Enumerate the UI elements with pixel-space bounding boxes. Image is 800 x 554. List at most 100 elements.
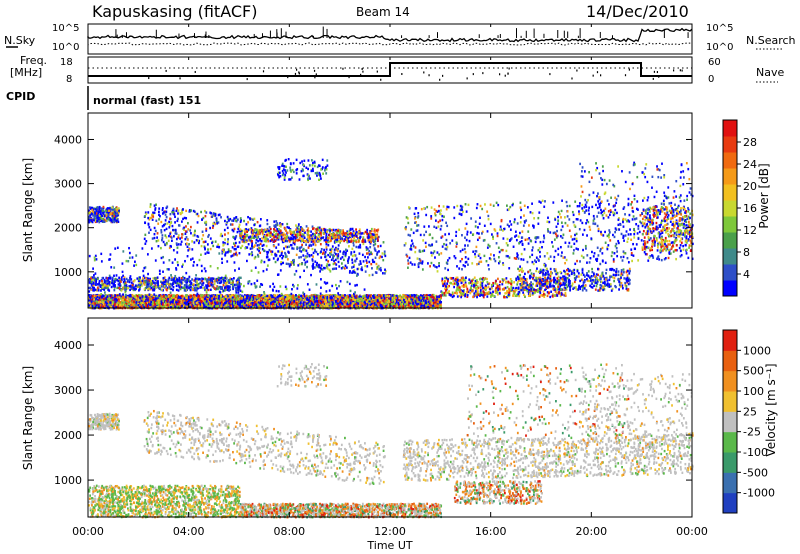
data-cell — [106, 303, 109, 306]
data-cell — [373, 260, 376, 264]
data-cell — [374, 240, 377, 243]
data-cell — [431, 303, 433, 307]
data-cell — [90, 212, 93, 215]
data-cell — [295, 238, 298, 242]
noise-sky-trace — [87, 26, 693, 46]
data-cell — [163, 228, 166, 232]
data-cell — [283, 226, 286, 230]
data-cell — [97, 211, 100, 215]
data-cell — [235, 251, 238, 254]
nave-dot — [679, 69, 681, 72]
data-cell — [223, 295, 226, 298]
data-cell — [198, 239, 201, 243]
data-cell — [353, 236, 355, 240]
freq-label-2: [MHz] — [10, 66, 42, 79]
data-cell — [207, 235, 210, 238]
data-cell — [308, 234, 311, 237]
data-cell — [150, 216, 153, 220]
data-cell — [286, 239, 289, 243]
data-cell — [374, 237, 377, 240]
data-cell — [311, 247, 314, 251]
nave-dot — [482, 72, 484, 75]
data-cell — [354, 232, 357, 235]
nave-dot — [298, 72, 300, 75]
data-cell — [242, 235, 244, 238]
data-cell — [242, 238, 245, 242]
data-cell — [281, 169, 284, 173]
data-cell — [157, 222, 160, 225]
data-cell — [287, 236, 290, 239]
data-cell — [286, 226, 289, 229]
data-cell — [302, 169, 305, 172]
data-cell — [349, 232, 352, 235]
nave-dot — [423, 71, 425, 74]
data-cell — [212, 224, 215, 228]
data-cell — [251, 234, 254, 237]
data-cell — [352, 270, 355, 273]
data-cell — [107, 298, 110, 302]
data-cell — [325, 233, 328, 236]
data-cell — [225, 223, 228, 226]
data-cell — [276, 236, 279, 239]
data-cell — [238, 225, 240, 229]
data-cell — [320, 168, 322, 171]
data-cell — [184, 232, 187, 236]
data-cell — [285, 237, 288, 240]
data-cell — [335, 267, 338, 270]
data-cell — [298, 230, 301, 234]
data-cell — [212, 213, 215, 216]
data-cell — [186, 238, 189, 241]
data-cell — [307, 177, 309, 180]
data-cell — [384, 268, 386, 271]
data-cell — [147, 223, 150, 226]
data-cell — [339, 238, 342, 241]
data-cell — [258, 249, 261, 253]
data-cell — [185, 236, 188, 239]
data-cell — [326, 230, 328, 233]
data-cell — [405, 296, 408, 300]
data-cell — [154, 207, 157, 210]
data-cell — [325, 235, 328, 238]
data-cell — [110, 218, 113, 221]
data-cell — [95, 209, 98, 213]
data-cell — [330, 258, 333, 262]
data-cell — [254, 227, 257, 231]
data-cell — [261, 305, 264, 309]
nave-dot — [287, 76, 289, 79]
data-cell — [366, 252, 368, 255]
nave-dot — [401, 73, 403, 76]
data-cell — [343, 239, 346, 243]
data-cell — [224, 219, 226, 223]
data-cell — [290, 233, 293, 236]
data-cell — [357, 296, 360, 299]
data-cell — [97, 208, 100, 212]
data-cell — [329, 235, 332, 239]
data-cell — [189, 225, 192, 229]
data-cell — [288, 178, 290, 181]
data-cell — [239, 234, 241, 237]
data-cell — [107, 211, 109, 215]
data-cell — [221, 234, 224, 238]
data-cell — [266, 219, 269, 222]
data-cell — [355, 245, 358, 249]
data-cell — [336, 240, 339, 243]
data-cell — [212, 244, 215, 248]
data-cell — [259, 218, 262, 221]
data-cell — [175, 242, 178, 245]
data-cell — [375, 262, 378, 266]
data-cell — [320, 299, 322, 302]
data-cell — [233, 252, 236, 256]
data-cell — [223, 250, 225, 253]
data-cell — [369, 299, 372, 302]
data-cell — [318, 164, 320, 167]
data-cell — [256, 231, 259, 234]
data-cell — [105, 214, 108, 217]
data-cell — [164, 219, 167, 222]
data-cell — [353, 263, 356, 267]
data-cell — [234, 244, 236, 247]
data-cell — [227, 238, 229, 241]
data-cell — [330, 233, 333, 237]
data-cell — [287, 226, 290, 229]
data-cell — [334, 258, 337, 262]
data-cell — [161, 237, 164, 240]
